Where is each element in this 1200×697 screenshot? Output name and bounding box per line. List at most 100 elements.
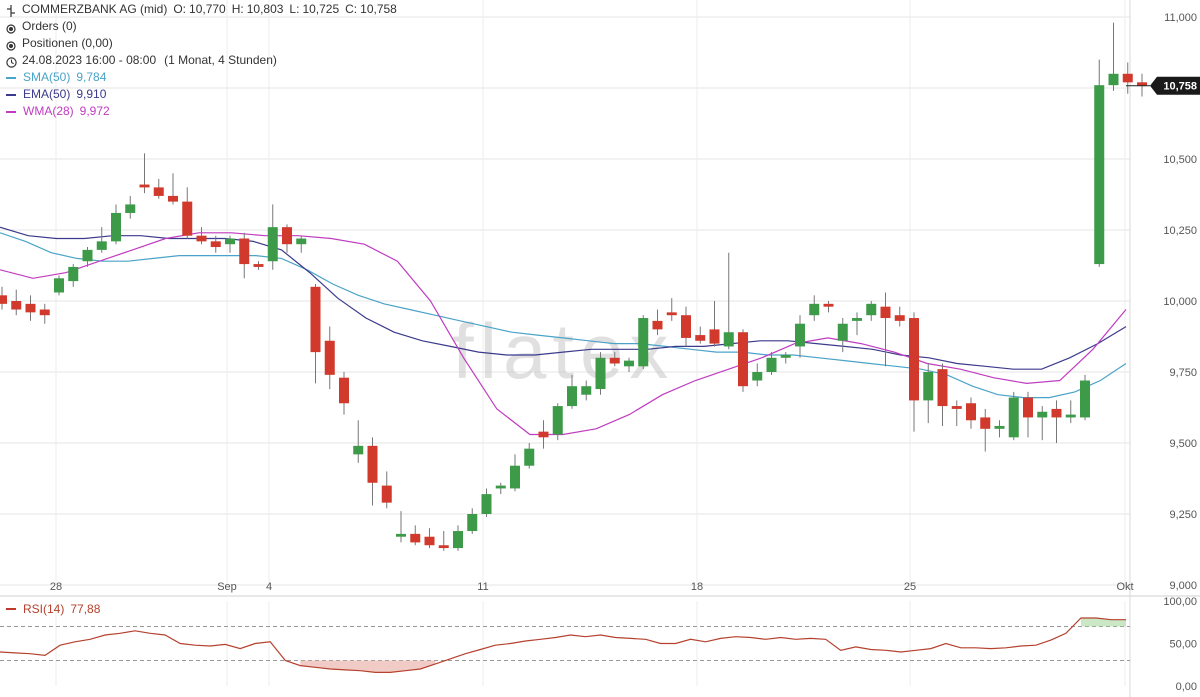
time-tick-label: Okt — [1116, 581, 1133, 593]
candle-down — [367, 445, 378, 483]
rsi-line-icon — [6, 608, 16, 610]
target-icon — [6, 22, 16, 34]
candle-up — [111, 212, 121, 242]
ohlc-icon — [6, 4, 16, 17]
candle-up — [923, 372, 934, 401]
close-label: C: — [345, 2, 358, 16]
candle-down — [11, 301, 22, 310]
price-tick-label: 10,500 — [1163, 154, 1197, 166]
candle-down — [253, 264, 264, 267]
candle-up — [866, 303, 877, 316]
candle-up — [1108, 73, 1119, 86]
high-value: 10,803 — [246, 2, 284, 16]
time-tick-label: 25 — [904, 581, 916, 593]
candle-down — [182, 201, 193, 236]
candle-down — [210, 241, 221, 248]
candle-up — [481, 494, 492, 514]
candle-up — [125, 204, 136, 213]
candle-down — [1023, 397, 1033, 418]
price-tick-label: 10,000 — [1163, 296, 1197, 308]
orders-row[interactable]: Orders (0) — [6, 18, 397, 35]
candle-down — [738, 332, 748, 387]
candle-down — [823, 303, 834, 307]
target-icon — [6, 39, 16, 51]
time-tick-label: Sep — [217, 581, 237, 593]
interval-label: (1 Monat, 4 Stunden) — [164, 53, 277, 67]
low-label: L: — [289, 2, 300, 16]
candle-up — [467, 514, 478, 532]
wma-label: WMA(28) — [23, 104, 74, 118]
candle-up — [837, 323, 848, 341]
sma-legend[interactable]: SMA(50) 9,784 — [6, 69, 397, 86]
candle-down — [951, 406, 962, 409]
close-value: 10,758 — [360, 2, 397, 16]
candle-down — [153, 187, 164, 196]
candle-down — [282, 227, 292, 245]
candle-down — [695, 335, 706, 341]
candle-up — [96, 241, 107, 250]
candle-up — [353, 445, 364, 455]
candle-down — [381, 485, 392, 503]
candle-down — [139, 184, 150, 188]
candle-up — [225, 238, 235, 245]
positions-row[interactable]: Positionen (0,00) — [6, 35, 397, 52]
candle-up — [752, 372, 763, 381]
low-value: 10,725 — [302, 2, 340, 16]
candle-up — [994, 425, 1005, 429]
time-tick-label: 4 — [266, 581, 272, 593]
timerange-row[interactable]: 24.08.2023 16:00 - 08:00 (1 Monat, 4 Stu… — [6, 52, 397, 69]
candle-down — [438, 545, 449, 549]
clock-icon — [6, 56, 17, 68]
candle-down — [25, 303, 36, 313]
rsi-tick-label: 100,00 — [1163, 596, 1197, 608]
price-tick-label: 9,000 — [1169, 580, 1197, 592]
candle-down — [681, 315, 691, 338]
candle-up — [68, 266, 79, 282]
high-label: H: — [231, 2, 244, 16]
candle-up — [296, 238, 307, 245]
candle-down — [310, 286, 321, 353]
open-value: 10,770 — [189, 2, 226, 16]
candle-down — [937, 369, 948, 407]
candle-up — [524, 448, 535, 466]
rsi-legend[interactable]: RSI(14) 77,88 — [6, 602, 100, 616]
rsi-tick-label: 50,00 — [1169, 639, 1197, 651]
candle-down — [1122, 73, 1133, 83]
candle-down — [0, 295, 7, 304]
price-tick-label: 9,500 — [1169, 438, 1197, 450]
wma-line-icon — [6, 110, 16, 113]
candle-up — [396, 533, 406, 537]
candle-up — [1080, 380, 1090, 418]
candle-up — [1065, 414, 1076, 418]
price-tick-label: 9,750 — [1169, 367, 1197, 379]
price-tick-label: 9,250 — [1169, 509, 1197, 521]
candle-up — [795, 323, 805, 347]
candle-up — [595, 357, 606, 390]
candle-down — [909, 318, 919, 401]
time-tick-label: 11 — [477, 581, 488, 593]
time-tick-label: 18 — [691, 581, 703, 593]
candle-up — [581, 386, 592, 395]
instrument-name: COMMERZBANK AG (mid) — [22, 2, 168, 16]
candle-up — [510, 465, 520, 489]
candle-up — [723, 332, 734, 347]
candle-up — [780, 354, 791, 358]
candle-down — [894, 315, 905, 321]
candle-up — [495, 485, 506, 489]
candle-up — [54, 278, 64, 293]
wma-legend[interactable]: WMA(28) 9,972 — [6, 103, 397, 120]
orders-label: Orders (0) — [22, 19, 77, 33]
rsi-oversold-area — [300, 660, 436, 673]
rsi-tick-label: 0,00 — [1176, 681, 1197, 693]
candle-up — [1094, 85, 1105, 265]
candle-down — [1137, 82, 1147, 86]
current-price-label: 10,758 — [1163, 81, 1197, 93]
candle-up — [267, 227, 278, 262]
ema-legend[interactable]: EMA(50) 9,910 — [6, 86, 397, 103]
candle-up — [82, 249, 93, 262]
positions-label: Positionen (0,00) — [22, 36, 113, 50]
candle-down — [424, 536, 435, 546]
watermark: flatex — [452, 307, 674, 395]
candle-up — [567, 386, 577, 407]
